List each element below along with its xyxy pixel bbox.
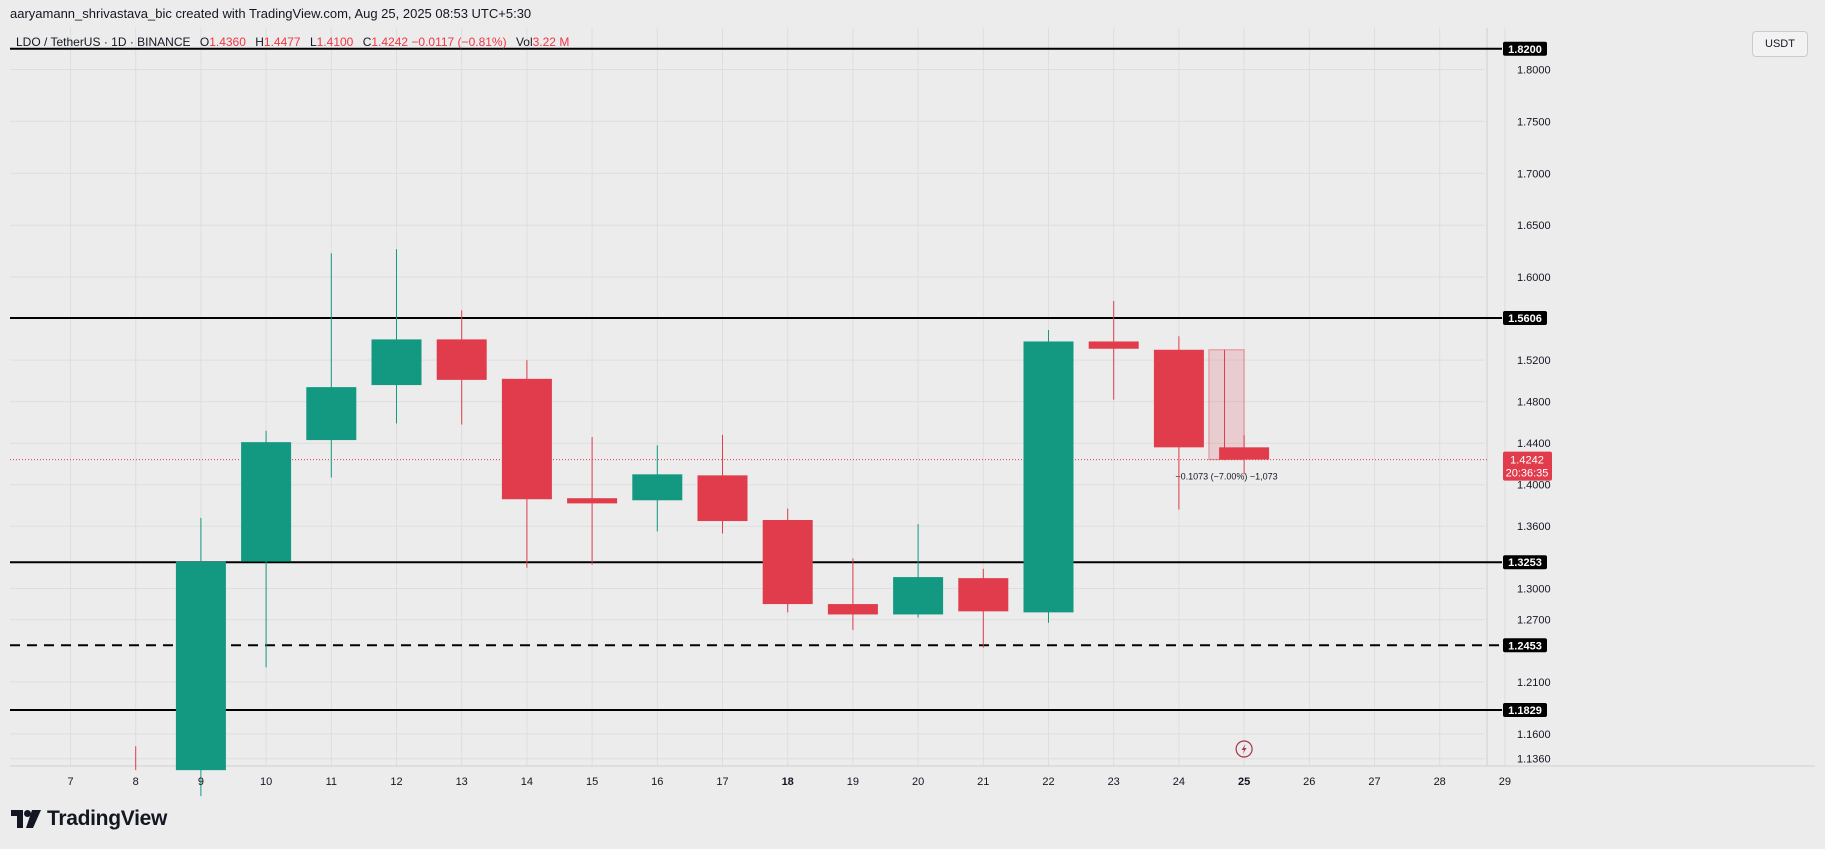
- candle-body[interactable]: [306, 387, 357, 441]
- price-tick-label: 1.2700: [1517, 615, 1551, 627]
- low-label: L: [309, 35, 317, 49]
- price-tick-label: 1.4400: [1517, 438, 1551, 450]
- price-tick-label: 1.1600: [1517, 729, 1551, 741]
- date-tick-label: 29: [1499, 776, 1511, 788]
- candle-body[interactable]: [175, 561, 226, 771]
- date-tick-label: 19: [847, 776, 859, 788]
- symbol-legend: LDO / TetherUS · 1D · BINANCE O1.4360 H1…: [16, 35, 569, 49]
- date-tick-label: 7: [67, 776, 73, 788]
- level-price-tag-label: 1.8200: [1508, 44, 1542, 56]
- date-tick-label: 24: [1173, 776, 1185, 788]
- level-price-tag[interactable]: [1503, 41, 1547, 56]
- level-price-tag[interactable]: [1503, 703, 1547, 718]
- date-tick-label: 15: [586, 776, 598, 788]
- candle-body[interactable]: [1023, 341, 1074, 613]
- price-tick-label: 1.7500: [1517, 116, 1551, 128]
- open-value: 1.4360: [209, 35, 246, 49]
- date-tick-label: 25: [1238, 776, 1250, 788]
- date-tick-label: 13: [456, 776, 468, 788]
- candle-body[interactable]: [1088, 341, 1139, 349]
- price-tick-label: 1.2100: [1517, 677, 1551, 689]
- candle-body[interactable]: [1219, 447, 1270, 460]
- lightning-glyph: [1241, 744, 1247, 754]
- price-tick-label: 1.7000: [1517, 168, 1551, 180]
- candlestick-chart[interactable]: −0.1073 (−7.00%) −1,073 1.8000 1.7500 1.700…: [10, 28, 1815, 805]
- price-tick-label: 1.3600: [1517, 521, 1551, 533]
- brand-name: TradingView: [47, 807, 168, 830]
- volume-value: 3.22 M: [532, 35, 570, 49]
- price-tick-label: 1.3000: [1517, 584, 1551, 596]
- date-tick-label: 28: [1434, 776, 1446, 788]
- date-tick-label: 11: [326, 776, 337, 788]
- lightning-icon[interactable]: [1235, 740, 1253, 758]
- date-tick-label: 10: [260, 776, 272, 788]
- date-tick-label: 12: [390, 776, 402, 788]
- candle-body[interactable]: [827, 604, 878, 615]
- candle-body[interactable]: [762, 520, 813, 605]
- date-tick-label: 22: [1042, 776, 1054, 788]
- low-value: 1.4100: [316, 35, 354, 49]
- date-tick-label: 27: [1368, 776, 1380, 788]
- tradingview-logo[interactable]: TradingView: [11, 806, 167, 832]
- level-price-tag-label: 1.1829: [1508, 705, 1542, 717]
- price-tick-label: 1.6000: [1517, 272, 1551, 284]
- open-label: O: [199, 35, 210, 49]
- candle-body[interactable]: [632, 474, 683, 501]
- candle-body[interactable]: [436, 339, 487, 380]
- countdown-label: 20:36:35: [1506, 468, 1549, 480]
- price-tick-label: 1.4800: [1517, 397, 1551, 409]
- candle-body[interactable]: [501, 378, 552, 500]
- date-tick-label: 17: [716, 776, 728, 788]
- chart-panel[interactable]: −0.1073 (−7.00%) −1,073 1.8000 1.7500 1.700…: [10, 28, 1815, 805]
- attribution-text: aaryamann_shrivastava_bic created with T…: [10, 6, 532, 21]
- candle-body[interactable]: [567, 498, 618, 504]
- price-tick-label: 1.4000: [1517, 480, 1551, 492]
- close-label: C: [362, 35, 372, 49]
- date-tick-label: 18: [782, 776, 794, 788]
- close-value: 1.4242: [371, 35, 409, 49]
- level-price-tag-label: 1.2453: [1508, 640, 1542, 652]
- price-tick-label: 1.8000: [1517, 65, 1551, 77]
- candle-body[interactable]: [893, 577, 944, 615]
- level-price-tag[interactable]: [1503, 638, 1547, 653]
- date-tick-label: 23: [1108, 776, 1120, 788]
- candle-body[interactable]: [697, 475, 748, 522]
- currency-button[interactable]: USDT: [1752, 31, 1808, 57]
- date-tick-label: 16: [651, 776, 663, 788]
- last-price-label: 1.4242: [1510, 455, 1544, 467]
- measure-box[interactable]: [1208, 349, 1245, 461]
- high-value: 1.4477: [263, 35, 301, 49]
- candle-body[interactable]: [1153, 349, 1204, 448]
- price-tick-label: 1.1360: [1517, 754, 1551, 766]
- date-tick-label: 21: [977, 776, 989, 788]
- candle-body[interactable]: [371, 339, 422, 386]
- level-price-tag[interactable]: [1503, 555, 1547, 570]
- price-tick-label: 1.6500: [1517, 220, 1551, 232]
- date-tick-label: 26: [1303, 776, 1315, 788]
- change-value: −0.0117 (−0.81%): [411, 35, 507, 49]
- date-tick-label: 8: [133, 776, 139, 788]
- level-price-tag-label: 1.5606: [1508, 313, 1542, 325]
- candle-body[interactable]: [958, 578, 1009, 612]
- symbol-title[interactable]: LDO / TetherUS · 1D · BINANCE: [16, 35, 191, 49]
- date-tick-label: 20: [912, 776, 924, 788]
- level-price-tag[interactable]: [1503, 311, 1547, 326]
- volume-label: Vol: [515, 35, 533, 49]
- price-tick-label: 1.5200: [1517, 355, 1551, 367]
- last-price-tag: [1503, 451, 1552, 481]
- date-tick-label: 9: [198, 776, 204, 788]
- high-label: H: [255, 35, 264, 49]
- tradingview-logo-icon: [11, 810, 41, 828]
- level-price-tag-label: 1.3253: [1508, 557, 1542, 569]
- candle-body[interactable]: [241, 442, 292, 562]
- date-tick-label: 14: [521, 776, 533, 788]
- measure-label: −0.1073 (−7.00%) −1,073: [1175, 472, 1277, 482]
